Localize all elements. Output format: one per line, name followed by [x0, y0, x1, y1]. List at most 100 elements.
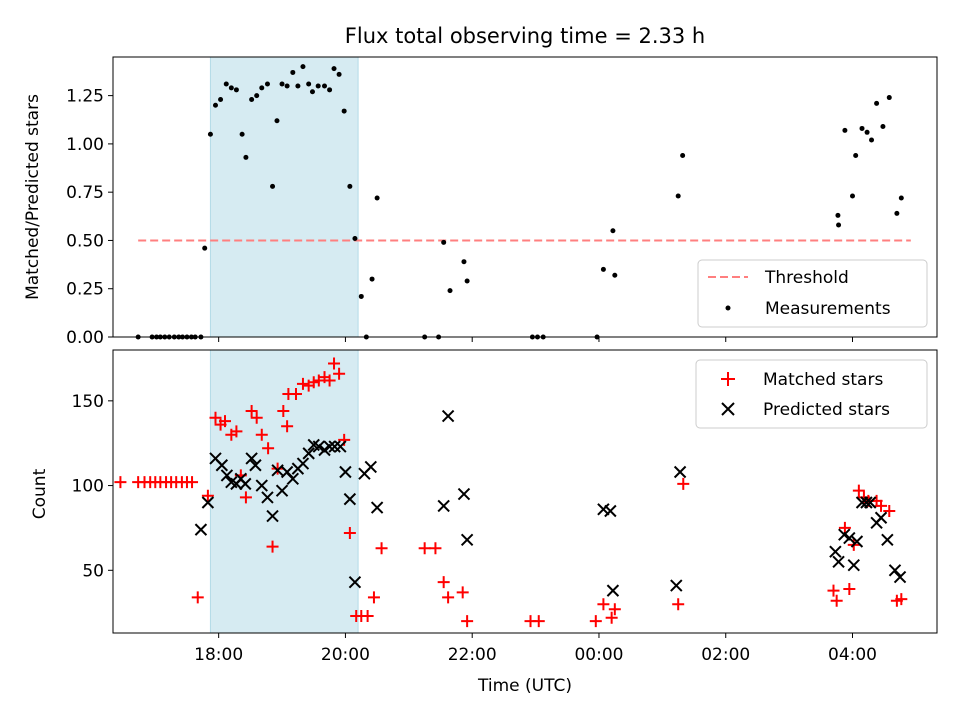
predicted-point	[829, 545, 842, 558]
matched-point	[296, 377, 309, 390]
measurement-point	[322, 83, 328, 89]
measurement-point	[864, 129, 870, 135]
top-y-axis-label: Matched/Predicted stars	[23, 94, 43, 300]
matched-point	[532, 615, 545, 628]
measurement-point	[358, 293, 364, 299]
measurement-point	[600, 266, 606, 272]
bottom-x-axis: 18:00 20:00 22:00 00:00 02:00 04:00	[194, 633, 877, 665]
top-y-tick-label: 0.50	[66, 231, 104, 251]
matched-point	[255, 428, 268, 441]
top-y-tick-label: 0.25	[66, 280, 104, 300]
top-y-tick-label: 0.75	[66, 183, 104, 203]
measurement-point	[850, 193, 856, 199]
chart-title: Flux total observing time = 2.33 h	[345, 24, 705, 48]
matched-point	[672, 598, 685, 611]
measurement-point	[218, 96, 224, 102]
matched-point	[875, 499, 888, 512]
matched-point	[230, 425, 243, 438]
predicted-point	[255, 479, 268, 492]
legend-matched-label: Matched stars	[763, 370, 883, 390]
predicted-point	[312, 440, 326, 453]
matched-point	[245, 405, 258, 418]
measurement-point	[243, 154, 249, 160]
measurement-point	[315, 83, 321, 89]
measurement-point	[202, 245, 208, 251]
matched-point	[219, 415, 232, 428]
measurement-point	[284, 83, 290, 89]
top-x-ticks	[218, 337, 854, 342]
measurement-point	[675, 193, 681, 199]
predicted-point	[334, 440, 347, 453]
matched-point	[437, 576, 450, 589]
measurement-point	[898, 195, 904, 201]
matched-point	[328, 357, 341, 370]
predicted-point	[673, 465, 687, 479]
predicted-point	[457, 487, 471, 501]
matched-point	[883, 504, 896, 517]
matched-point	[461, 615, 474, 628]
measurement-point	[279, 81, 285, 87]
top-y-tick-label: 1.25	[66, 87, 104, 107]
matched-point	[677, 477, 690, 490]
bottom-plot-frame	[112, 349, 938, 634]
measurement-point	[300, 64, 306, 70]
predicted-point	[266, 509, 279, 523]
predicted-point	[460, 533, 474, 547]
measurement-points	[135, 64, 904, 340]
legend-predicted-label: Predicted stars	[763, 400, 890, 420]
measurement-point	[233, 87, 239, 93]
bottom-x-tick-label: 22:00	[448, 645, 497, 665]
measurement-point	[853, 152, 859, 158]
predicted-point	[296, 457, 310, 470]
matched-point	[589, 615, 602, 628]
bottom-x-tick-label: 02:00	[701, 645, 750, 665]
matched-point	[277, 405, 290, 418]
measurement-point	[894, 210, 900, 216]
predicted-point	[271, 464, 284, 477]
measurement-point	[835, 212, 841, 218]
predicted-point	[893, 570, 907, 584]
predicted-point	[201, 496, 215, 509]
matched-point	[209, 411, 222, 424]
measurement-point	[254, 93, 260, 99]
predicted-point	[850, 535, 864, 548]
predicted-point	[437, 499, 450, 513]
matched-point	[827, 584, 840, 597]
measurement-point	[295, 83, 301, 89]
top-y-tick-label: 0.00	[66, 328, 104, 348]
measurement-point	[352, 236, 358, 242]
bottom-y-tick-label: 50	[82, 561, 104, 581]
top-y-tick-label: 1.00	[66, 135, 104, 155]
predicted-point	[832, 555, 845, 569]
measurement-point	[306, 81, 312, 87]
top-legend: Threshold Measurements	[697, 259, 928, 328]
bottom-y-tick-label: 100	[72, 477, 104, 497]
measurement-point	[347, 183, 353, 189]
measurement-point	[228, 85, 234, 91]
measurement-point	[274, 118, 280, 124]
predicted-point	[606, 584, 620, 597]
bottom-x-tick-label: 20:00	[321, 645, 370, 665]
matched-point	[442, 591, 455, 604]
predicted-point	[339, 465, 352, 479]
predicted-point	[441, 409, 455, 423]
predicted-point	[323, 440, 336, 453]
bottom-legend-box	[695, 359, 928, 429]
predicted-point	[860, 496, 873, 509]
matched-points	[114, 357, 908, 628]
predicted-point	[275, 484, 289, 497]
measurement-point	[461, 259, 467, 265]
measurement-point	[369, 276, 375, 282]
matched-point	[250, 411, 263, 424]
measurement-point	[290, 69, 296, 75]
measurement-point	[447, 288, 453, 294]
legend-measurement-swatch	[725, 305, 731, 311]
predicted-point	[364, 460, 377, 474]
measurement-point	[341, 108, 347, 114]
measurement-point	[464, 278, 470, 284]
measurement-point	[259, 85, 265, 91]
predicted-point	[670, 579, 683, 592]
matched-point	[361, 610, 374, 623]
matched-point	[456, 586, 469, 599]
